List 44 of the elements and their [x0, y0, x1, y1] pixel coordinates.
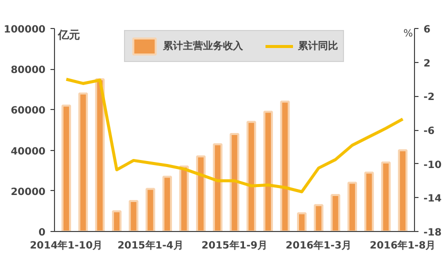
y-tick-label: 0 [38, 228, 46, 238]
y2-tick-label: 2 [424, 58, 430, 70]
x-tick-label: 2015年1-4月 [117, 240, 184, 252]
bar [230, 133, 240, 232]
y-tick-label: 60000 [10, 106, 46, 117]
bar [297, 212, 307, 232]
y2-axis-title: % [403, 28, 413, 40]
y-axis-title: 亿元 [56, 28, 80, 42]
bar [314, 204, 324, 232]
bar [61, 104, 72, 232]
bar [95, 78, 105, 232]
y2-tick-label: -18 [424, 228, 442, 238]
bar [162, 176, 172, 232]
bar [196, 155, 206, 232]
y2-tick-label: -2 [424, 92, 435, 104]
bar [330, 194, 340, 232]
x-tick-label: 2015年1-9月 [202, 240, 268, 252]
bar [280, 100, 290, 232]
bar [128, 200, 138, 232]
x-tick-label: 2014年1-10月 [30, 240, 103, 252]
bar [398, 149, 408, 232]
y2-tick-label: -6 [424, 126, 435, 137]
bar [381, 161, 391, 232]
y2-tick-label: -10 [424, 160, 442, 171]
bar [146, 188, 156, 232]
y-tick-label: 100000 [4, 24, 46, 36]
bar [112, 210, 122, 232]
bar [78, 92, 88, 232]
x-tick-label: 2016年1-3月 [286, 240, 352, 252]
x-tick-label: 2016年1-8月 [370, 240, 436, 252]
y-tick-label: 40000 [10, 146, 46, 158]
legend-label: 累计同比 [298, 40, 338, 53]
y2-tick-label: -14 [424, 194, 442, 205]
bar [263, 110, 273, 232]
y-tick-label: 80000 [10, 65, 46, 76]
bar [347, 182, 358, 232]
y-tick-label: 20000 [10, 186, 46, 198]
bar [364, 172, 374, 232]
bar [212, 143, 222, 232]
bar [246, 120, 256, 232]
line-series [64, 78, 404, 194]
legend-label: 累计主营业务收入 [163, 39, 243, 53]
y2-tick-label: 6 [424, 24, 430, 36]
bar [179, 166, 189, 232]
